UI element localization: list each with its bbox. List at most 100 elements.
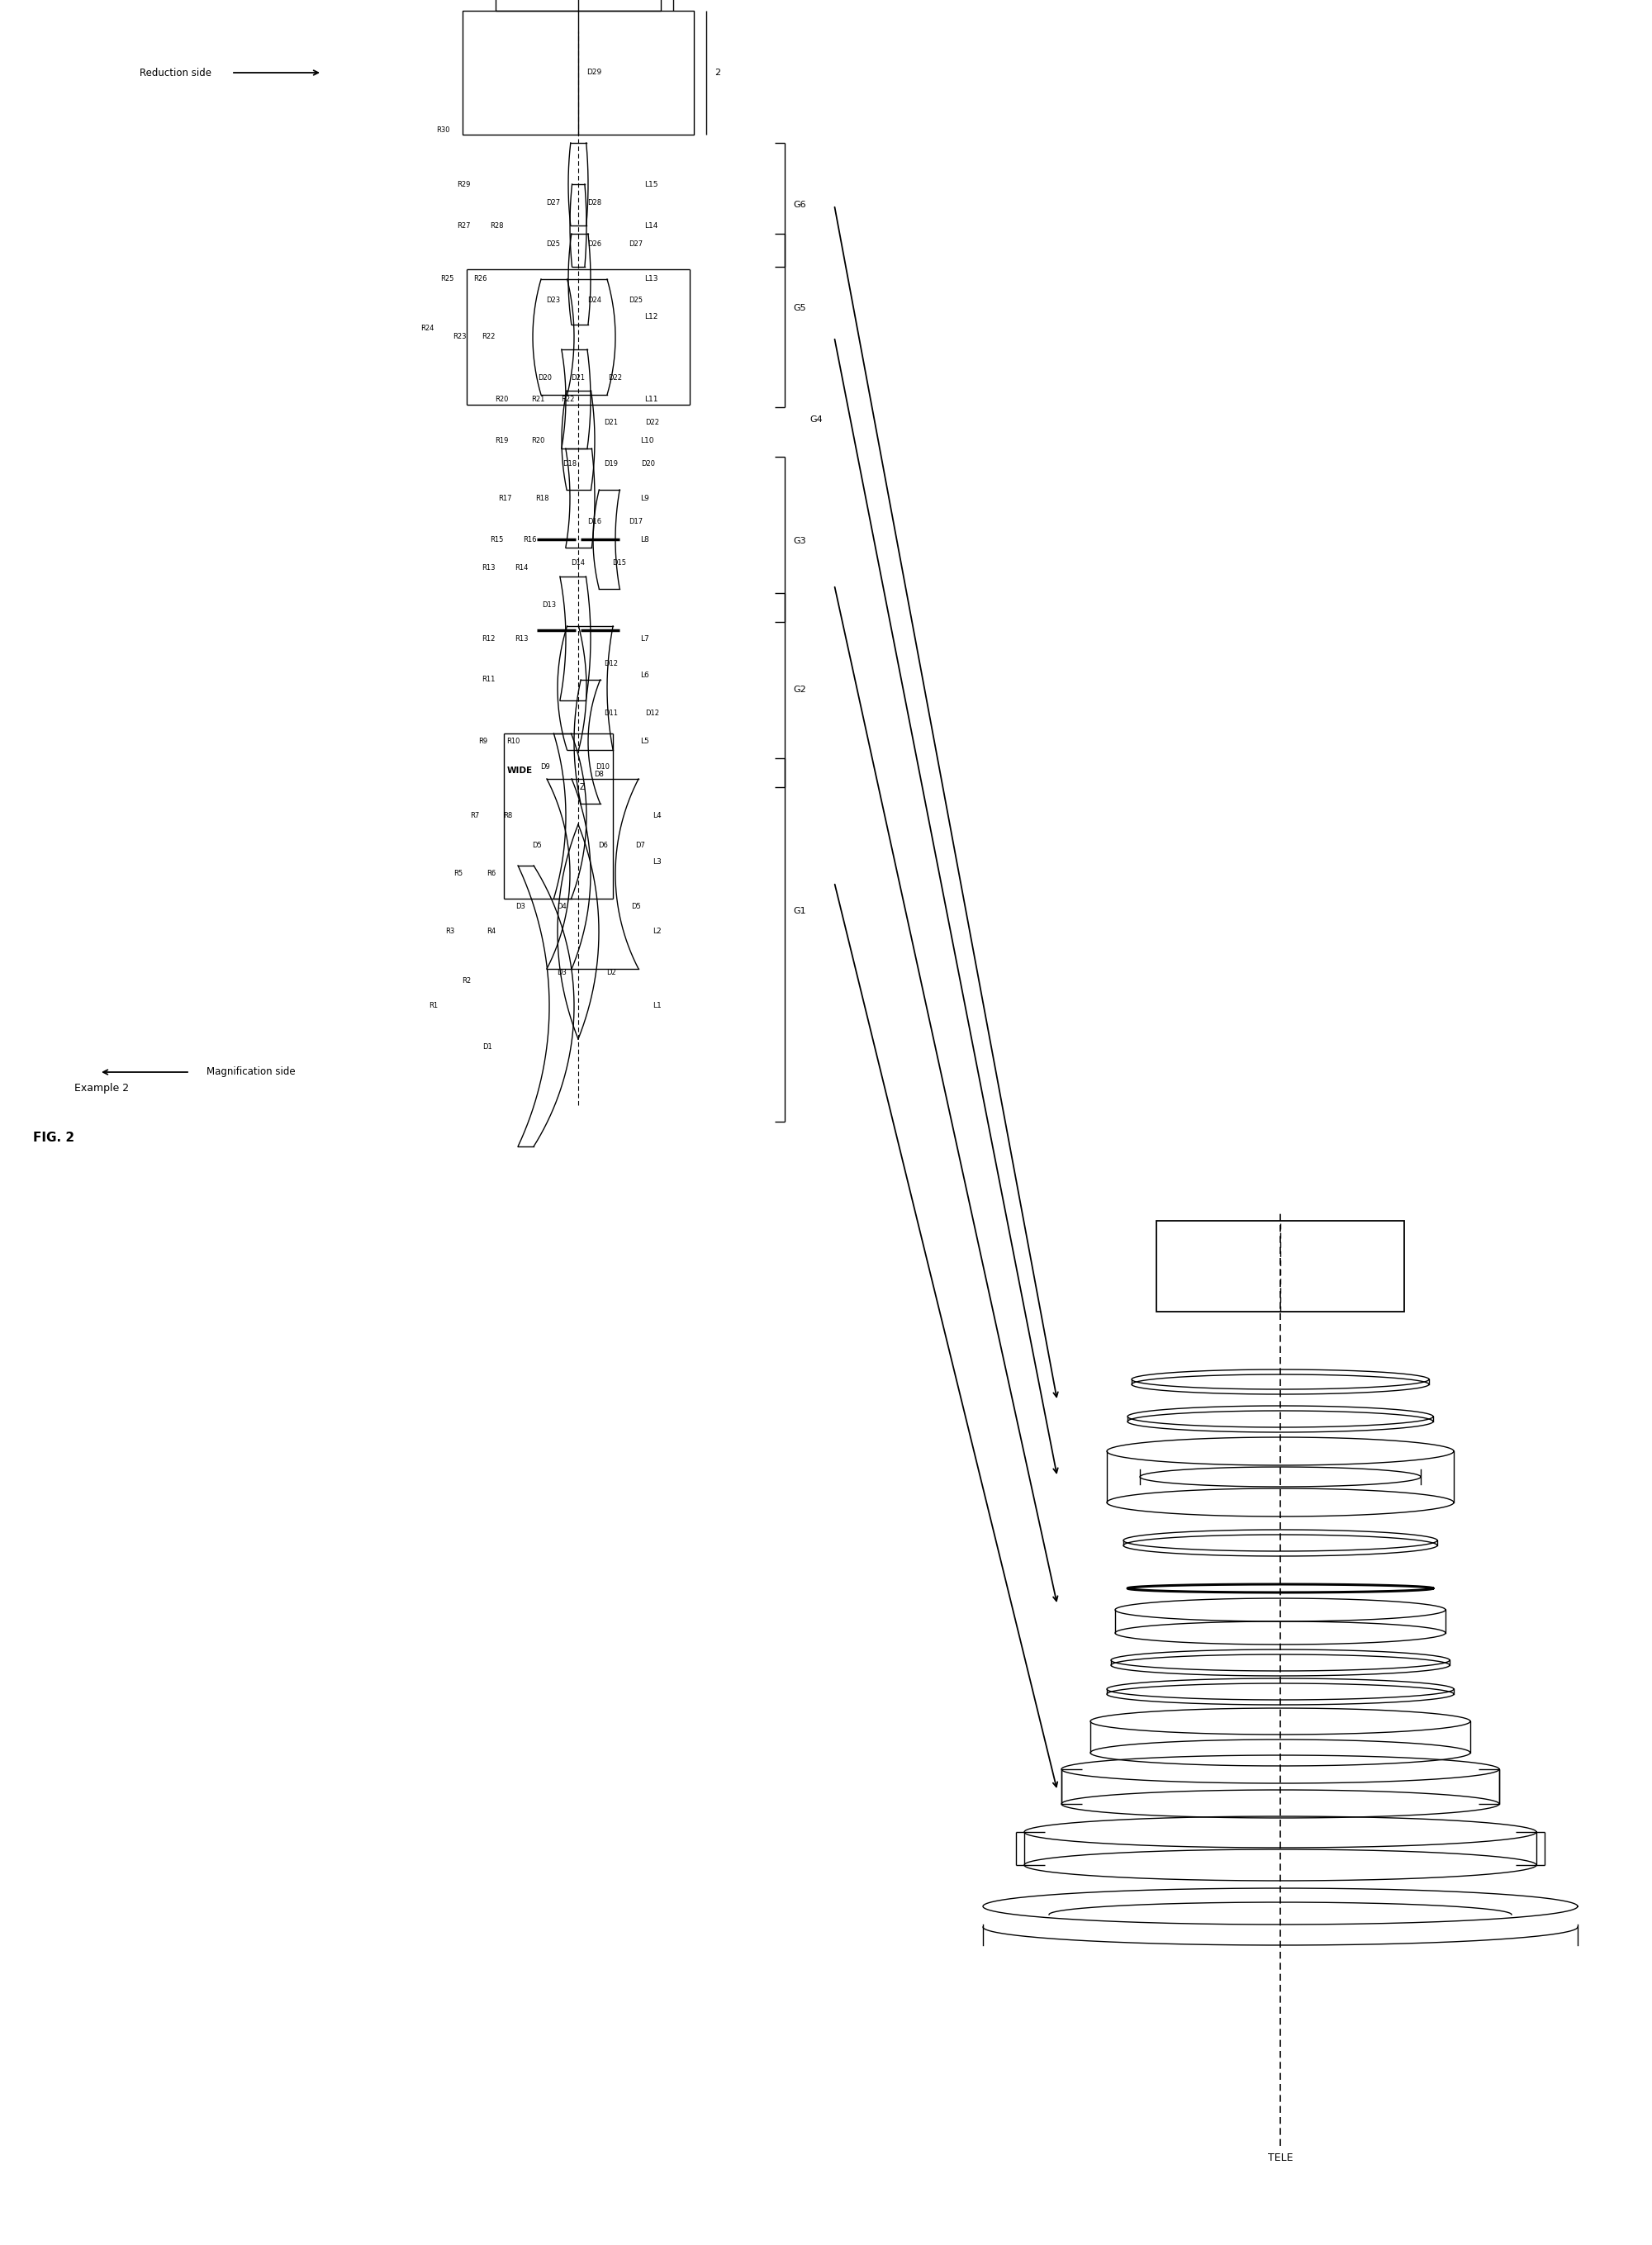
Text: D1: D1	[482, 1044, 492, 1051]
Text: L14: L14	[644, 222, 657, 229]
Text: R27: R27	[458, 222, 471, 229]
Text: D26: D26	[588, 240, 601, 247]
Text: D17: D17	[629, 519, 643, 525]
Text: R22: R22	[482, 332, 496, 341]
Text: L9: L9	[641, 494, 649, 503]
Text: R23: R23	[453, 332, 468, 341]
Text: R29: R29	[458, 180, 471, 189]
Text: D18: D18	[563, 460, 577, 467]
Text: L4: L4	[653, 813, 661, 819]
Text: L12: L12	[644, 312, 657, 321]
Text: R30: R30	[436, 126, 449, 135]
Text: TELE: TELE	[1267, 2153, 1294, 2164]
Text: R14: R14	[515, 563, 529, 572]
Text: Magnification side: Magnification side	[206, 1066, 296, 1078]
Text: R3: R3	[444, 927, 454, 936]
Text: D22: D22	[646, 418, 659, 427]
Text: R18: R18	[535, 494, 548, 503]
Text: L10: L10	[641, 436, 654, 445]
Text: R22: R22	[560, 395, 575, 402]
Text: Example 2: Example 2	[74, 1084, 129, 1093]
Text: D21: D21	[605, 418, 618, 427]
Bar	[1156, 1221, 1404, 1311]
Text: D27: D27	[629, 240, 643, 247]
Text: D21: D21	[572, 375, 585, 382]
Text: D6: D6	[598, 842, 608, 849]
Text: D2: D2	[606, 970, 616, 977]
Text: D4: D4	[557, 902, 567, 911]
Text: D23: D23	[547, 296, 560, 303]
Text: D19: D19	[605, 460, 618, 467]
Text: R28: R28	[491, 222, 504, 229]
Text: 2: 2	[714, 70, 720, 76]
Text: D12: D12	[646, 709, 659, 716]
Text: L11: L11	[644, 395, 657, 402]
Text: D20: D20	[641, 460, 656, 467]
Text: L7: L7	[641, 635, 649, 642]
Text: D24: D24	[588, 296, 601, 303]
Text: R12: R12	[482, 635, 496, 642]
Text: R17: R17	[499, 494, 512, 503]
Text: D15: D15	[613, 559, 626, 566]
Text: G6: G6	[793, 200, 806, 209]
Text: G3: G3	[793, 537, 806, 546]
Text: R19: R19	[494, 436, 509, 445]
Text: R13: R13	[482, 563, 496, 572]
Text: R20: R20	[494, 395, 509, 402]
Text: R6: R6	[486, 871, 496, 878]
Text: R21: R21	[532, 395, 545, 402]
Text: D14: D14	[572, 559, 585, 566]
Text: L15: L15	[644, 180, 657, 189]
Text: G5: G5	[793, 303, 806, 312]
Text: D7: D7	[636, 842, 644, 849]
Text: Reduction side: Reduction side	[140, 67, 215, 79]
Text: D3: D3	[557, 970, 567, 977]
Text: L2: L2	[653, 927, 661, 936]
Text: R13: R13	[515, 635, 529, 642]
Text: D22: D22	[608, 375, 623, 382]
Text: D5: D5	[631, 902, 641, 911]
Text: R11: R11	[482, 676, 496, 682]
Text: D28: D28	[588, 198, 601, 207]
Text: G2: G2	[793, 687, 806, 694]
Text: R16: R16	[524, 537, 537, 543]
Text: D27: D27	[547, 198, 560, 207]
Text: FIG. 2: FIG. 2	[33, 1131, 74, 1145]
Text: L5: L5	[641, 739, 649, 745]
Text: D11: D11	[605, 709, 618, 716]
Text: D29: D29	[586, 70, 601, 76]
Text: R4: R4	[486, 927, 496, 936]
Bar	[463, 11, 694, 135]
Text: R15: R15	[491, 537, 504, 543]
Text: D16: D16	[588, 519, 601, 525]
Text: R26: R26	[474, 276, 487, 283]
Text: WIDE: WIDE	[507, 766, 532, 775]
Text: R9: R9	[477, 739, 487, 745]
Text: R2: R2	[461, 977, 471, 986]
Text: D9: D9	[540, 763, 550, 770]
Text: L6: L6	[641, 671, 649, 680]
Text: D5: D5	[532, 842, 542, 849]
Text: L1: L1	[653, 1001, 661, 1010]
Text: L3: L3	[653, 858, 661, 864]
Text: R8: R8	[502, 813, 512, 819]
Text: D25: D25	[547, 240, 560, 247]
Bar	[496, 0, 661, 11]
Text: D20: D20	[539, 375, 552, 382]
Text: D13: D13	[542, 602, 557, 608]
Text: D10: D10	[596, 763, 610, 770]
Text: D3: D3	[515, 902, 525, 911]
Text: R25: R25	[441, 276, 454, 283]
Text: R20: R20	[532, 436, 545, 445]
Text: R10: R10	[507, 739, 520, 745]
Text: D25: D25	[629, 296, 643, 303]
Text: D12: D12	[605, 660, 618, 667]
Text: G1: G1	[793, 907, 806, 916]
Text: G4: G4	[809, 415, 823, 424]
Text: Z: Z	[580, 784, 585, 790]
Text: R7: R7	[469, 813, 479, 819]
Text: R24: R24	[420, 326, 433, 332]
Text: R5: R5	[453, 871, 463, 878]
Text: R1: R1	[428, 1001, 438, 1010]
Text: D8: D8	[595, 770, 603, 779]
